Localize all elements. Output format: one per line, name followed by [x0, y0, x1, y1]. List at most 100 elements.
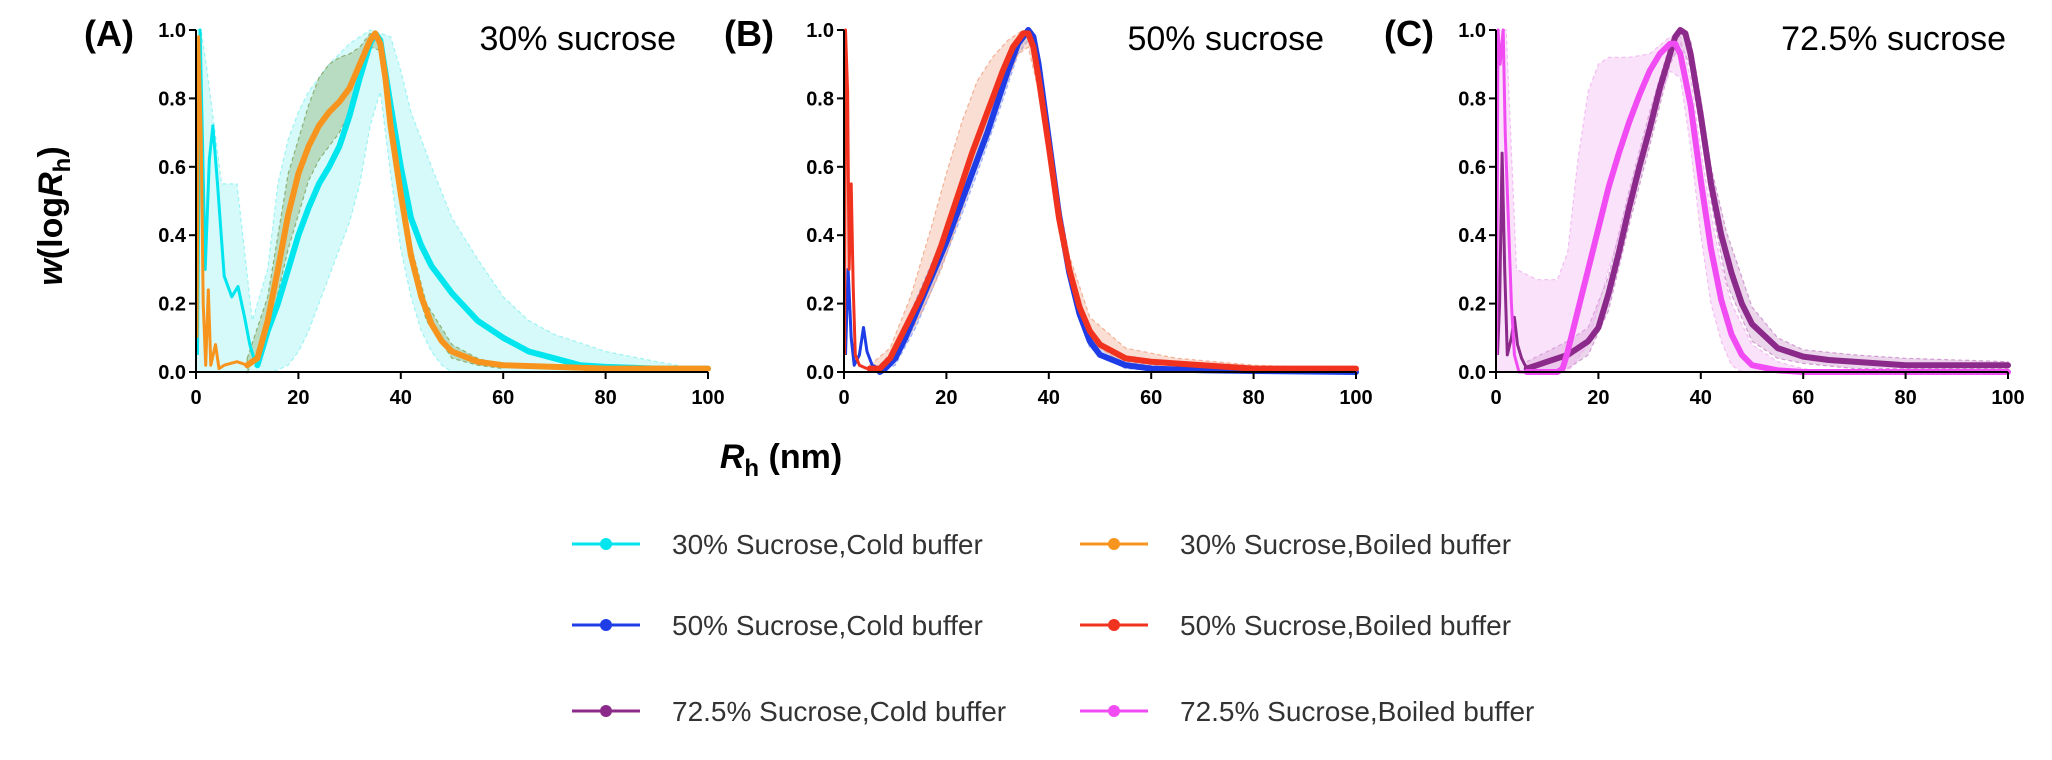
legend-swatch-marker [1108, 619, 1120, 631]
panel-b-y-ticks: 0.0 0.2 0.4 0.6 0.8 1.0 [806, 20, 844, 384]
spike-50-sucrose-cold-buffer [844, 267, 881, 370]
spike-50-sucrose-boiled-buffer [843, 28, 868, 370]
x-axis-title-unit: (nm) [759, 438, 842, 476]
spike-30-sucrose-cold-buffer [196, 28, 257, 363]
y-tick-label: 0.8 [806, 88, 834, 110]
panel-c: (C) 72.5% sucrose 0.0 0.2 0.4 0.6 0.8 1.0 0 20… [1384, 13, 2025, 409]
panel-a: (A) 30% sucrose 0.0 0.2 0.4 0.6 0.8 1.0 0 20 40… [84, 13, 725, 409]
y-tick-label: 0.6 [158, 157, 186, 179]
x-tick-label: 80 [594, 387, 616, 409]
panel-c-letter: (C) [1384, 13, 1434, 54]
x-tick-label: 60 [1792, 387, 1814, 409]
legend-swatch-marker [1108, 538, 1120, 550]
legend-item-50-boiled: 50% Sucrose,Boiled buffer [1080, 610, 1511, 641]
panel-b: (B) 50% sucrose 0.0 0.2 0.4 0.6 0.8 1.0 0 20 40… [724, 13, 1373, 409]
y-tick-label: 0.6 [1458, 157, 1486, 179]
y-tick-label: 0.8 [1458, 88, 1486, 110]
y-tick-label: 1.0 [158, 20, 186, 42]
legend-label: 30% Sucrose,Cold buffer [672, 529, 983, 560]
panel-c-lines [1495, 27, 2011, 375]
x-tick-label: 80 [1894, 387, 1916, 409]
x-axis-title: Rh (nm) [720, 438, 842, 482]
series-line-72-5-sucrose-boiled-buffer [1523, 40, 2011, 375]
series-line-72-5-sucrose-cold-buffer [1523, 27, 2011, 372]
x-tick-label: 100 [1991, 387, 2024, 409]
y-tick-label: 0.4 [158, 225, 187, 247]
panel-a-letter: (A) [84, 13, 134, 54]
panel-a-bands [195, 29, 678, 375]
band-30-sucrose-cold-buffer [195, 29, 678, 373]
band-50-sucrose-boiled-buffer [868, 29, 1357, 373]
y-tick-label: 0.6 [806, 157, 834, 179]
panel-b-bands [868, 29, 1357, 373]
spike-72-5-sucrose-boiled-buffer [1495, 28, 1527, 374]
legend-label: 72.5% Sucrose,Cold buffer [672, 696, 1006, 727]
x-tick-label: 100 [691, 387, 724, 409]
panel-a-x-ticks: 0 20 40 60 80 100 [190, 372, 725, 409]
y-axis-title-symbol: R [32, 172, 70, 197]
legend-swatch-marker [1108, 705, 1120, 717]
panel-a-lines [195, 28, 711, 372]
y-tick-label: 0.4 [1458, 225, 1487, 247]
band-30-sucrose-boiled-buffer [246, 32, 504, 375]
y-tick-label: 0.2 [806, 294, 834, 316]
x-tick-label: 80 [1242, 387, 1264, 409]
legend-swatch-marker [600, 705, 612, 717]
panel-b-letter: (B) [724, 13, 774, 54]
y-axis-title-prefix: w [32, 257, 70, 286]
x-tick-label: 0 [190, 387, 201, 409]
x-tick-label: 0 [838, 387, 849, 409]
y-tick-label: 0.0 [806, 362, 834, 384]
x-tick-label: 0 [1490, 387, 1501, 409]
x-tick-label: 20 [1587, 387, 1609, 409]
y-axis-title-main: (log [32, 197, 70, 259]
panel-b-lines [843, 27, 1359, 375]
y-tick-label: 1.0 [1458, 20, 1486, 42]
y-tick-label: 1.0 [806, 20, 834, 42]
x-tick-label: 40 [390, 387, 412, 409]
x-axis-title-sub: h [744, 455, 759, 482]
band-50-sucrose-cold-buffer [879, 29, 1178, 373]
panel-a-axes [195, 30, 708, 373]
legend-swatch-marker [600, 538, 612, 550]
y-tick-label: 0.8 [158, 88, 186, 110]
spike-72-5-sucrose-cold-buffer [1496, 151, 1529, 370]
panel-b-axes [843, 30, 1356, 373]
x-tick-label: 20 [287, 387, 309, 409]
y-tick-label: 0.4 [806, 225, 835, 247]
y-axis-title: w(logRh) [32, 146, 76, 285]
series-line-50-sucrose-boiled-buffer [866, 30, 1359, 372]
x-tick-label: 60 [1140, 387, 1162, 409]
legend: 30% Sucrose,Cold buffer 30% Sucrose,Boil… [572, 529, 1534, 727]
panel-a-title: 30% sucrose [479, 20, 676, 58]
panel-b-title: 50% sucrose [1127, 20, 1324, 58]
legend-item-50-cold: 50% Sucrose,Cold buffer [572, 610, 983, 641]
x-tick-label: 40 [1690, 387, 1712, 409]
legend-label: 30% Sucrose,Boiled buffer [1180, 529, 1511, 560]
y-axis-title-sub: h [49, 158, 76, 173]
legend-item-30-cold: 30% Sucrose,Cold buffer [572, 529, 983, 560]
legend-swatch-marker [600, 619, 612, 631]
y-tick-label: 0.0 [1458, 362, 1486, 384]
legend-item-72-boiled: 72.5% Sucrose,Boiled buffer [1080, 696, 1534, 727]
legend-item-72-cold: 72.5% Sucrose,Cold buffer [572, 696, 1006, 727]
panel-c-axes [1495, 30, 2008, 373]
y-tick-label: 0.2 [158, 294, 186, 316]
panel-c-title: 72.5% sucrose [1781, 20, 2006, 58]
x-tick-label: 20 [935, 387, 957, 409]
legend-label: 50% Sucrose,Cold buffer [672, 610, 983, 641]
x-axis-title-symbol: R [720, 438, 745, 476]
y-tick-label: 0.2 [1458, 294, 1486, 316]
x-tick-label: 40 [1038, 387, 1060, 409]
panel-c-y-ticks: 0.0 0.2 0.4 0.6 0.8 1.0 [1458, 20, 1496, 384]
panel-a-y-ticks: 0.0 0.2 0.4 0.6 0.8 1.0 [158, 20, 196, 384]
x-tick-label: 60 [492, 387, 514, 409]
panel-c-x-ticks: 0 20 40 60 80 100 [1490, 372, 2025, 409]
band-72-5-sucrose-boiled-buffer [1495, 29, 1829, 373]
panel-b-x-ticks: 0 20 40 60 80 100 [838, 372, 1373, 409]
spike-30-sucrose-boiled-buffer [195, 35, 248, 371]
legend-label: 72.5% Sucrose,Boiled buffer [1180, 696, 1534, 727]
y-tick-label: 0.0 [158, 362, 186, 384]
y-axis-title-suffix: ) [32, 146, 70, 157]
